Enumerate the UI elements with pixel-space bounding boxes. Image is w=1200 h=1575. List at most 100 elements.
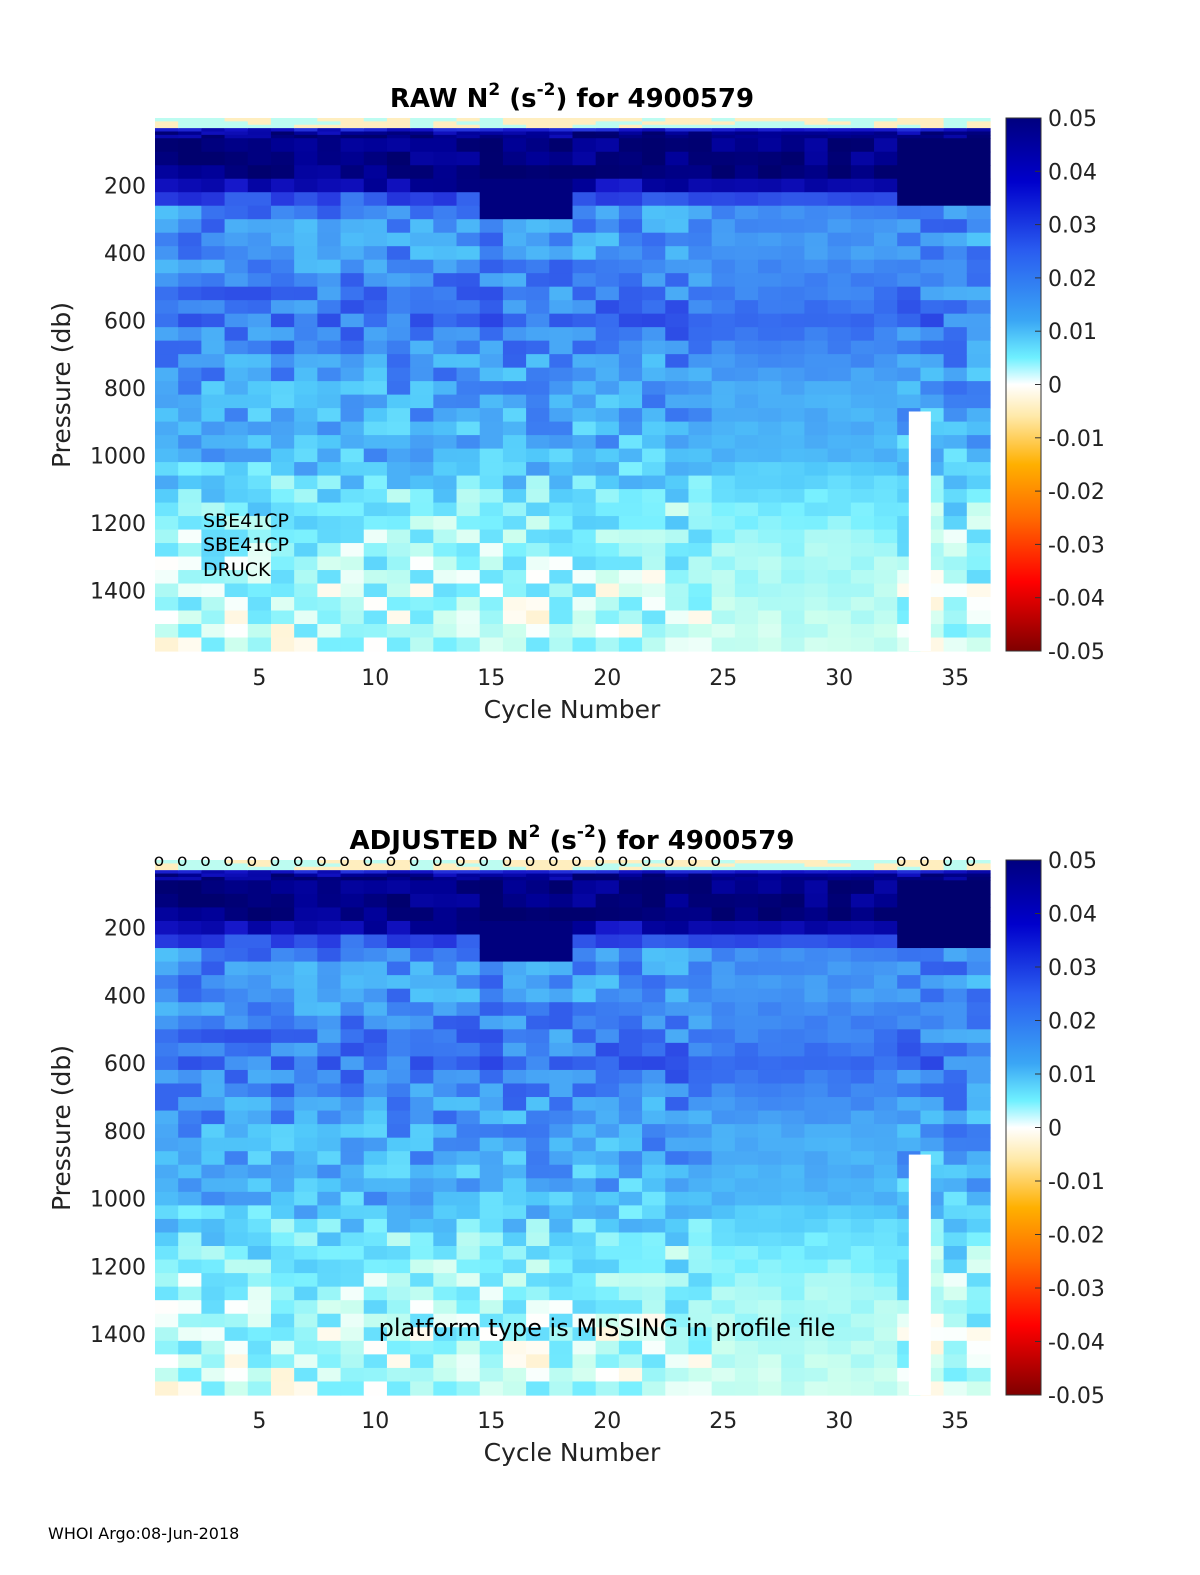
qc-marker: o [502, 851, 512, 871]
heatmap-cell [665, 121, 690, 126]
heatmap-cell [711, 448, 736, 463]
heatmap-cell [433, 394, 458, 409]
heatmap-cell [386, 273, 411, 288]
heatmap-cell [502, 870, 527, 875]
heatmap-cell [850, 462, 875, 477]
heatmap-cell [433, 1137, 458, 1152]
heatmap-cell [665, 118, 690, 122]
heatmap-cell [201, 920, 226, 936]
heatmap-cell [270, 1259, 295, 1274]
heatmap-cell [549, 880, 574, 895]
heatmap-cell [642, 165, 666, 180]
heatmap-cell [549, 131, 574, 136]
heatmap-cell [966, 1151, 991, 1166]
heatmap-cell [665, 1097, 690, 1112]
heatmap-cell [734, 367, 759, 382]
heatmap-cell [572, 327, 597, 342]
heatmap-cell [201, 178, 226, 193]
heatmap-cell [781, 192, 806, 207]
heatmap-cell [618, 516, 643, 531]
heatmap-cell [247, 961, 272, 976]
heatmap-cell [363, 1164, 388, 1179]
heatmap-cell [247, 1191, 272, 1206]
heatmap-cell [317, 880, 342, 895]
heatmap-cell [317, 860, 342, 864]
heatmap-cell [688, 1083, 713, 1098]
heatmap-cell [943, 1205, 968, 1220]
heatmap-cell [781, 1340, 806, 1355]
heatmap-cell [688, 1015, 713, 1030]
heatmap-cell [804, 1191, 829, 1206]
heatmap-cell [549, 246, 574, 261]
heatmap-cell [340, 1286, 365, 1301]
heatmap-cell [943, 529, 968, 544]
heatmap-cell [595, 219, 620, 234]
heatmap-cell [433, 920, 458, 936]
heatmap-cell [595, 475, 620, 490]
heatmap-cell [827, 516, 852, 531]
heatmap-cell [270, 1191, 295, 1206]
heatmap-cell [247, 1205, 272, 1220]
qc-marker: o [432, 851, 442, 871]
heatmap-cell [920, 192, 945, 207]
heatmap-cell [363, 860, 388, 864]
heatmap-cell [178, 1191, 202, 1206]
colorbar-tick-label: 0.03 [1048, 956, 1097, 981]
heatmap-cell [665, 1124, 690, 1139]
heatmap-cell [549, 556, 574, 571]
heatmap-cell [526, 556, 550, 571]
heatmap-cell [874, 948, 898, 963]
heatmap-cell [155, 556, 179, 571]
heatmap-cell [178, 124, 202, 129]
heatmap-cell [294, 489, 318, 504]
heatmap-cell [711, 1273, 736, 1288]
heatmap-cell [734, 128, 759, 133]
heatmap-cell [966, 259, 991, 274]
heatmap-cell [247, 313, 272, 328]
heatmap-cell [410, 1191, 434, 1206]
heatmap-cell [502, 529, 527, 544]
heatmap-cell [943, 354, 968, 369]
heatmap-cell [665, 873, 690, 878]
heatmap-cell [665, 880, 690, 895]
heatmap-cell [920, 381, 945, 396]
heatmap-cell [247, 448, 272, 463]
heatmap-cell [155, 1273, 179, 1288]
heatmap-cell [247, 880, 272, 895]
heatmap-cell [572, 286, 597, 301]
heatmap-cell [386, 1327, 411, 1342]
heatmap-cell [827, 583, 852, 598]
heatmap-cell [711, 1232, 736, 1247]
qc-marker: o [710, 851, 720, 871]
heatmap-cell [479, 232, 504, 247]
heatmap-cell [642, 435, 666, 450]
heatmap-cell [178, 1164, 202, 1179]
heatmap-cell [247, 192, 272, 207]
heatmap-cell [758, 866, 782, 871]
heatmap-cell [618, 1097, 643, 1112]
heatmap-cell [595, 1367, 620, 1383]
heatmap-cell [178, 131, 202, 136]
heatmap-cell [201, 1273, 226, 1288]
heatmap-cell [711, 597, 736, 612]
heatmap-cell [734, 863, 759, 868]
heatmap-cell [734, 975, 759, 990]
heatmap-cell [340, 873, 365, 878]
heatmap-cell [781, 1246, 806, 1261]
heatmap-cell [317, 1218, 342, 1234]
heatmap-cell [317, 1367, 342, 1383]
heatmap-cell [502, 1015, 527, 1030]
heatmap-cell [433, 354, 458, 369]
heatmap-cell [502, 1110, 527, 1125]
heatmap-cell [340, 1313, 365, 1328]
heatmap-cell [410, 124, 434, 129]
heatmap-cell [642, 421, 666, 436]
heatmap-cell [294, 151, 318, 166]
heatmap-cell [850, 165, 875, 180]
heatmap-cell [479, 873, 504, 878]
heatmap-cell [827, 880, 852, 895]
heatmap-cell [410, 1056, 434, 1071]
heatmap-cell [758, 1083, 782, 1098]
heatmap-cell [943, 637, 968, 652]
adjusted-missing-profile-gap [908, 1154, 931, 1395]
